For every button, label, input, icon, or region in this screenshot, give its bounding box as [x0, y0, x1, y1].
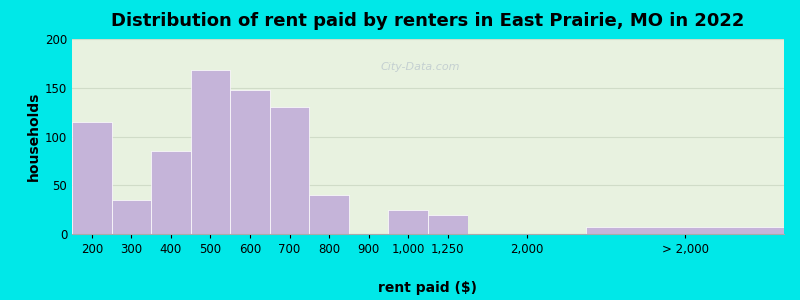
Bar — [151, 151, 190, 234]
Bar — [586, 227, 784, 234]
Bar — [111, 200, 151, 234]
Bar — [270, 107, 310, 234]
Bar — [428, 214, 467, 234]
Bar — [389, 210, 428, 234]
Bar — [72, 122, 111, 234]
Bar — [190, 70, 230, 234]
Text: Distribution of rent paid by renters in East Prairie, MO in 2022: Distribution of rent paid by renters in … — [111, 12, 745, 30]
Text: rent paid ($): rent paid ($) — [378, 281, 478, 295]
Bar — [310, 195, 349, 234]
Text: City-Data.com: City-Data.com — [380, 62, 460, 72]
Y-axis label: households: households — [26, 92, 41, 181]
Bar — [230, 90, 270, 234]
